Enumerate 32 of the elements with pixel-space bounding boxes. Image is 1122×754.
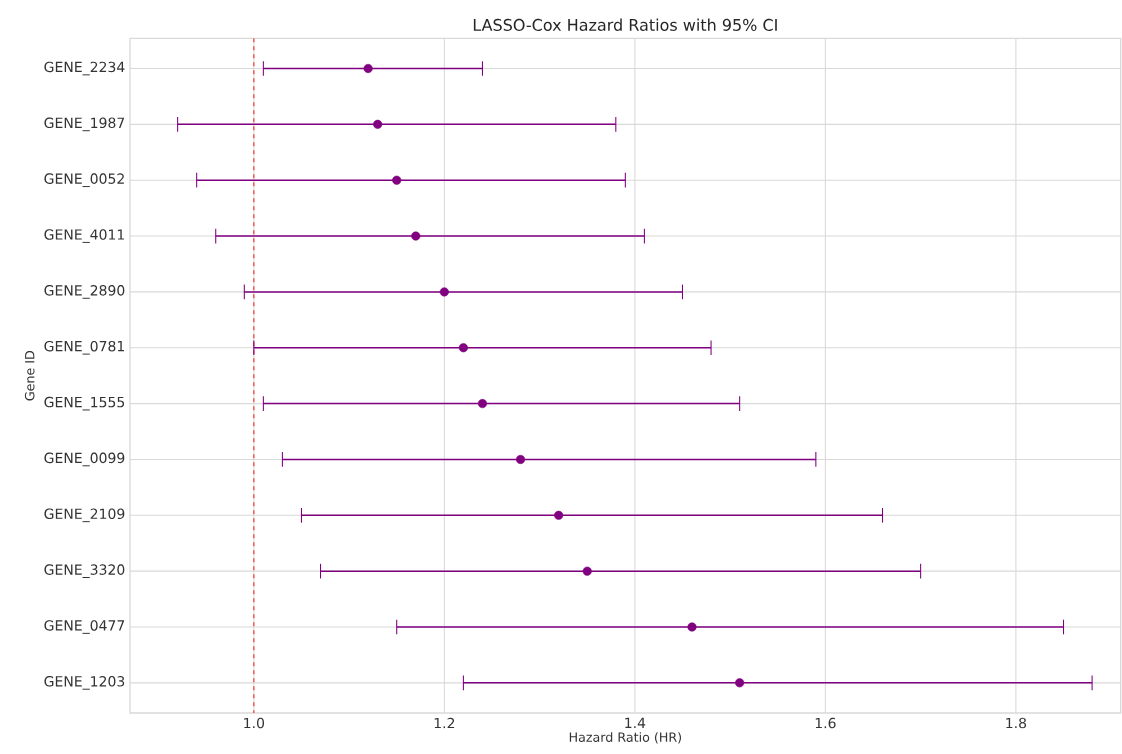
point bbox=[373, 119, 383, 129]
point bbox=[582, 566, 592, 576]
y-tick-label: GENE_0099 bbox=[44, 452, 125, 467]
y-tick-label: GENE_2890 bbox=[44, 285, 125, 299]
point bbox=[363, 63, 373, 74]
y-tick-label: GENE_0052 bbox=[44, 173, 124, 188]
point bbox=[439, 287, 449, 297]
y-tick-label: GENE_1987 bbox=[44, 117, 125, 132]
x-tick-label: 1.6 bbox=[815, 717, 836, 729]
x-axis-title: Hazard Ratio (HR) bbox=[569, 732, 682, 744]
point bbox=[554, 510, 564, 520]
y-tick-label: GENE_3320 bbox=[44, 564, 125, 578]
y-axis-title: Gene ID bbox=[24, 350, 35, 401]
point bbox=[735, 678, 745, 688]
x-tick-label: 1.8 bbox=[1006, 717, 1027, 729]
point bbox=[392, 175, 402, 185]
y-tick-label: GENE_2109 bbox=[44, 508, 125, 523]
y-tick-label: GENE_0477 bbox=[44, 620, 125, 634]
x-tick-label: 1.4 bbox=[625, 717, 646, 728]
chart-title: LASSO-Cox Hazard Ratios with 95% CI bbox=[473, 18, 777, 31]
y-tick-label: GENE_1203 bbox=[44, 676, 125, 690]
y-tick-label: GENE_2234 bbox=[44, 61, 125, 76]
point bbox=[516, 454, 526, 464]
x-tick-label: 1.0 bbox=[244, 717, 265, 729]
point bbox=[477, 399, 487, 409]
y-tick-label: GENE_4011 bbox=[44, 229, 124, 243]
y-tick-label: GENE_0781 bbox=[44, 340, 124, 355]
point bbox=[411, 231, 421, 241]
x-tick-label: 1.2 bbox=[434, 717, 455, 729]
point bbox=[687, 622, 697, 632]
y-tick-label: GENE_1555 bbox=[44, 396, 125, 411]
point bbox=[458, 343, 468, 353]
